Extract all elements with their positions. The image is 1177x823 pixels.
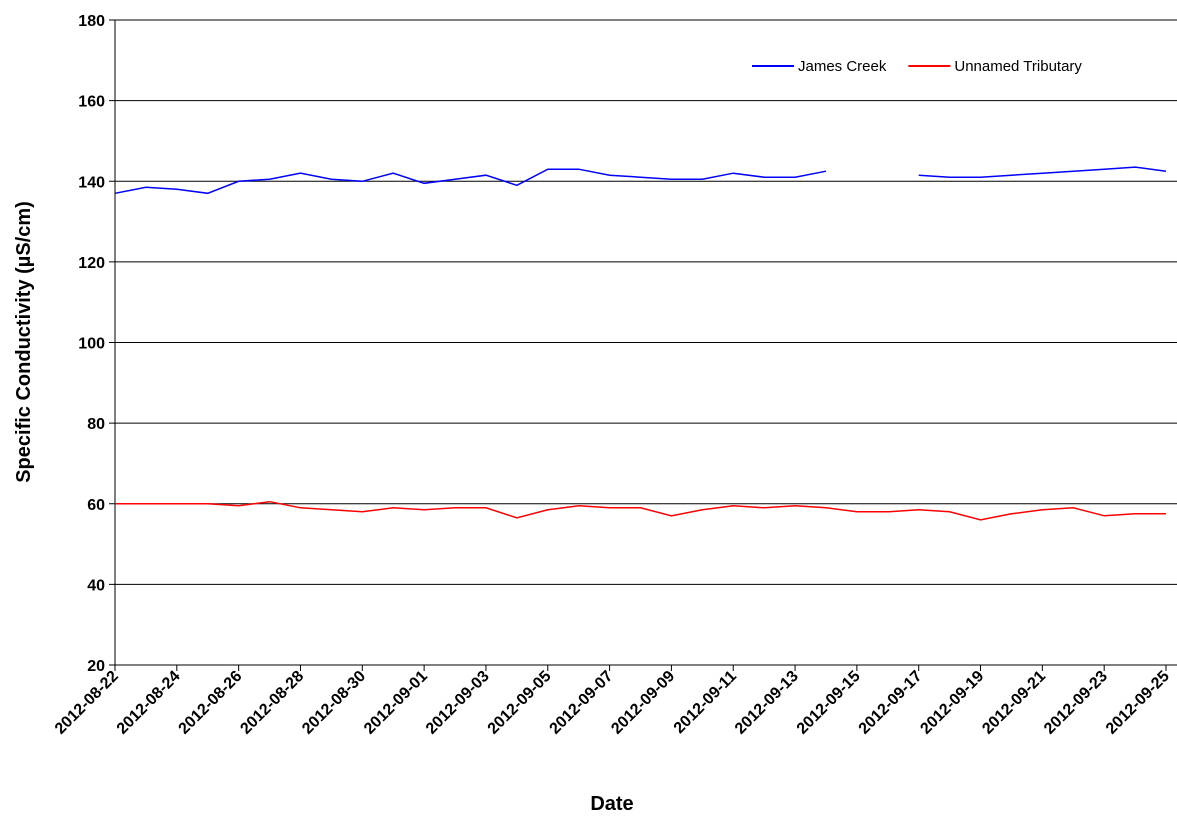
x-tick-label: 2012-08-26	[176, 668, 246, 738]
x-tick-label: 2012-08-24	[114, 668, 184, 738]
x-tick-label: 2012-09-17	[856, 668, 926, 738]
x-tick-label: 2012-09-13	[732, 668, 802, 738]
legend-label: Unnamed Tributary	[954, 58, 1082, 75]
x-tick-label: 2012-09-01	[361, 668, 431, 738]
y-tick-label: 20	[87, 658, 105, 675]
y-axis-label: Specific Conductivity (µS/cm)	[13, 201, 35, 483]
x-tick-label: 2012-09-25	[1103, 668, 1173, 738]
x-tick-label: 2012-09-07	[547, 668, 617, 738]
y-tick-label: 100	[78, 336, 105, 353]
x-axis-label: Date	[590, 793, 633, 815]
x-tick-label: 2012-09-21	[979, 668, 1049, 738]
x-tick-label: 2012-09-05	[485, 668, 555, 738]
y-tick-label: 160	[78, 94, 105, 111]
x-tick-label: 2012-09-09	[608, 668, 678, 738]
x-tick-label: 2012-08-22	[52, 668, 122, 738]
y-tick-label: 80	[87, 416, 105, 433]
y-tick-label: 180	[78, 13, 105, 30]
x-tick-label: 2012-09-23	[1041, 668, 1111, 738]
data-line	[115, 500, 1166, 521]
y-tick-label: 140	[78, 174, 105, 191]
y-tick-label: 40	[87, 577, 105, 594]
y-tick-label: 120	[78, 255, 105, 272]
x-tick-label: 2012-09-19	[917, 668, 987, 738]
y-tick-label: 60	[87, 497, 105, 514]
data-line	[114, 166, 1167, 195]
legend-label: James Creek	[798, 58, 887, 75]
x-tick-label: 2012-09-11	[671, 668, 740, 737]
x-tick-label: 2012-09-03	[423, 668, 493, 738]
x-tick-label: 2012-08-30	[299, 668, 369, 738]
x-tick-label: 2012-08-28	[237, 668, 307, 738]
x-tick-label: 2012-09-15	[794, 668, 864, 738]
